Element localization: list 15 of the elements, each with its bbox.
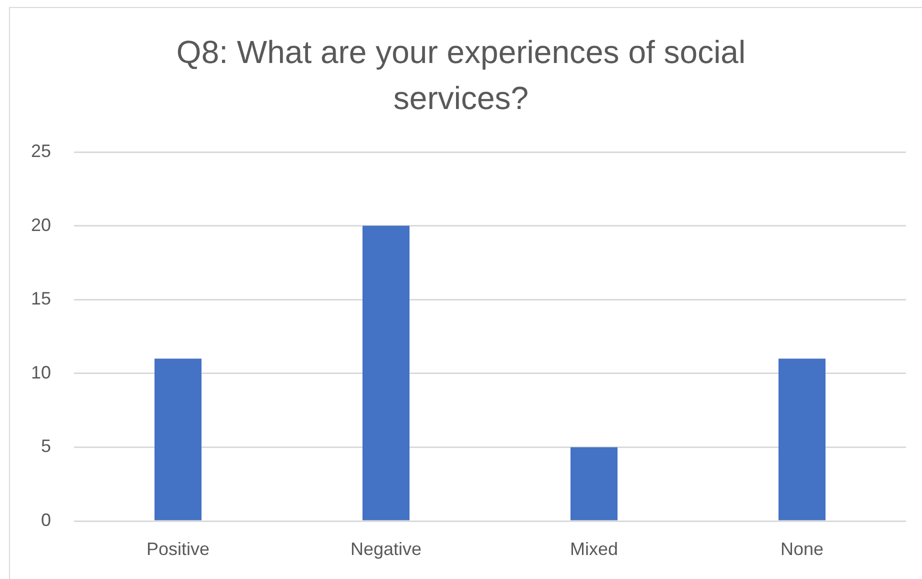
bar [778,358,826,520]
x-tick-label: Mixed [570,538,618,559]
x-tick-label: Negative [350,538,422,559]
x-tick-label: None [780,538,824,559]
bar [362,226,410,520]
y-tick-label: 5 [40,436,51,456]
y-tick-label: 20 [30,214,51,235]
y-tick-label: 10 [30,362,51,382]
bar [570,447,618,520]
y-tick-label: 25 [30,140,51,161]
chart-title: Q8: What are your experiences of social services? [175,33,747,118]
y-tick-label: 0 [40,510,51,530]
y-tick-label: 15 [30,288,51,309]
bar [154,358,202,520]
x-tick-label: Positive [146,538,210,559]
